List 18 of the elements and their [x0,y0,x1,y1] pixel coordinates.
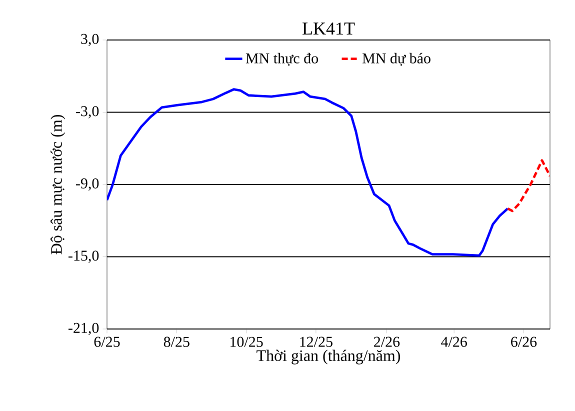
chart-title: LK41T [302,22,355,34]
x-tick-label: 8/25 [164,336,190,347]
y-tick-label: -15,0 [68,250,99,263]
y-tick-label: -21,0 [68,322,99,336]
y-tick-label: 3,0 [81,34,99,46]
y-tick-label: -3,0 [76,106,99,118]
line-series [506,159,550,212]
x-tick-label: 6/26 [511,336,537,347]
x-tick-label: 12/25 [300,336,332,347]
y-axis-title: Độ sâu mực nước (m) [50,114,66,254]
x-tick-label: 2/26 [374,336,400,347]
legend-label: MN dự báo [362,52,430,66]
legend-label: MN thực đo [246,52,318,66]
y-tick-label: -9,0 [76,178,99,191]
x-tick-label: 10/25 [230,336,263,347]
x-tick-label: 4/26 [441,336,467,347]
x-axis-title: Thời gian (tháng/năm) [256,350,400,364]
x-tick-label: 6/25 [94,336,120,347]
